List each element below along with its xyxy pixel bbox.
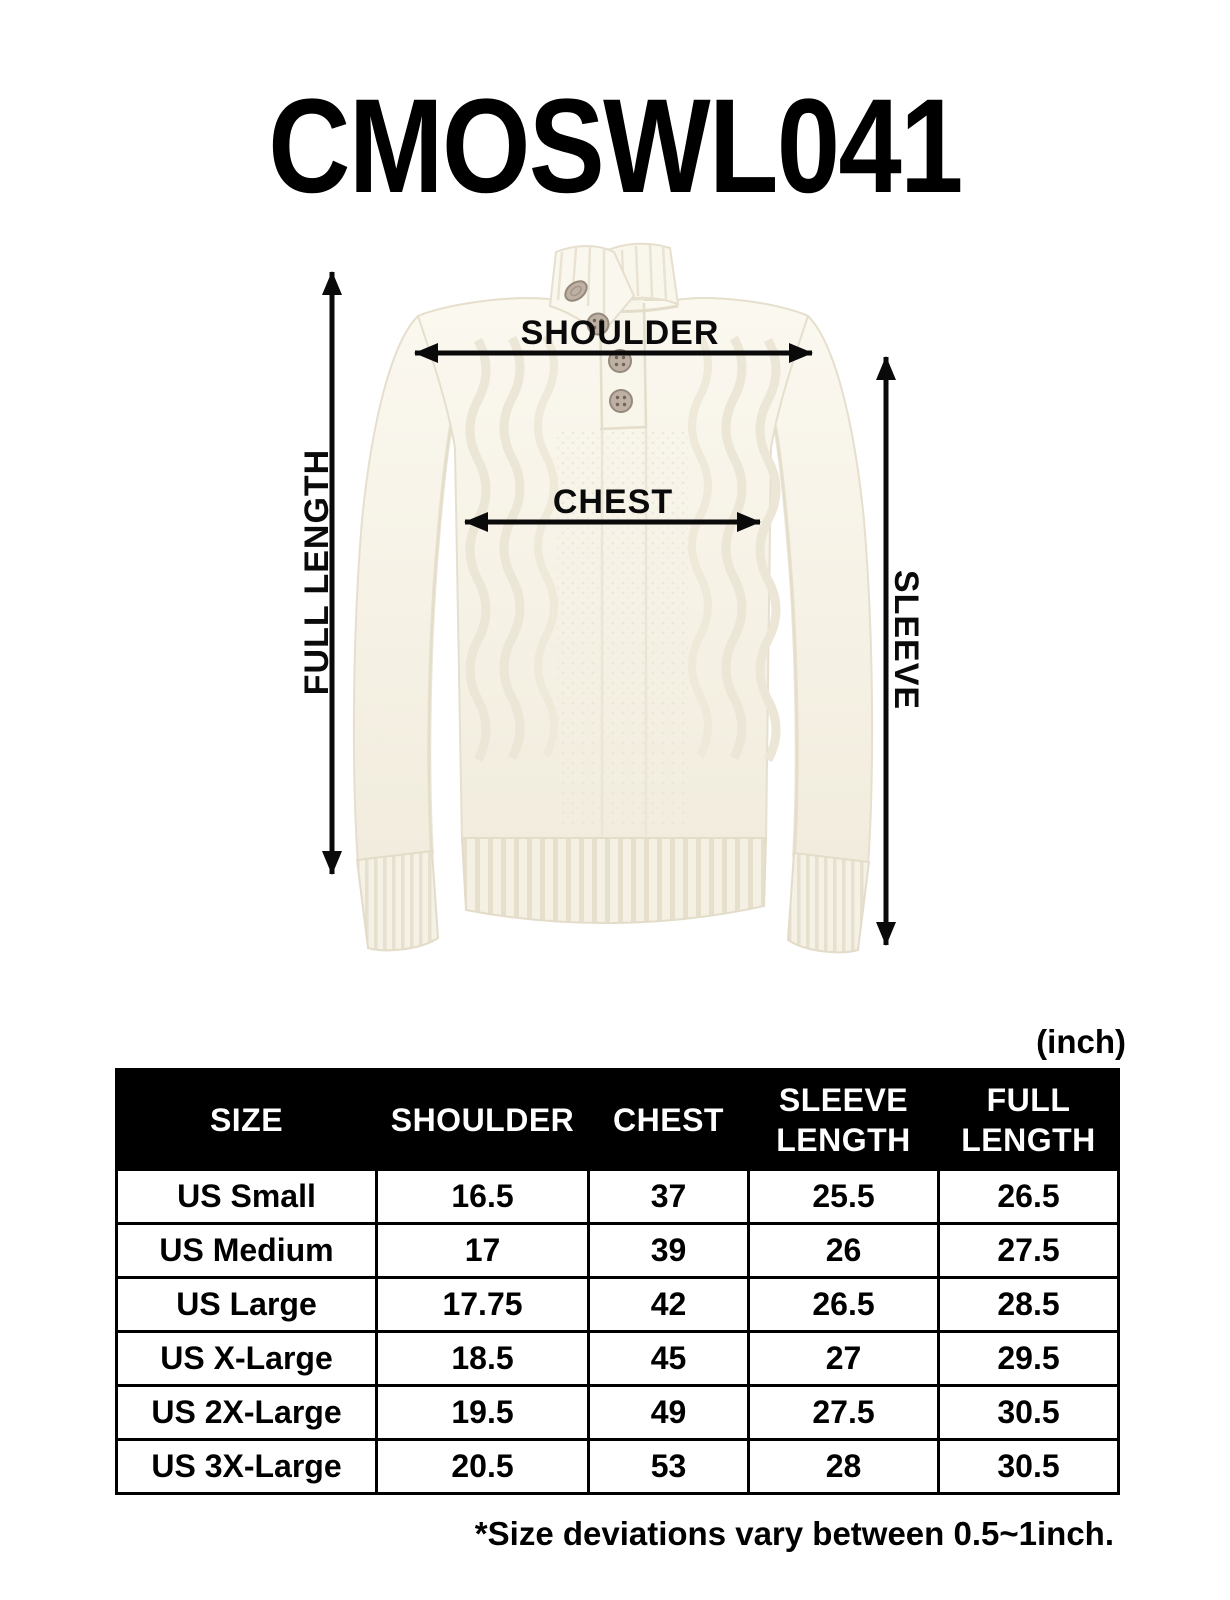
value-cell: 37 [587, 1168, 750, 1225]
unit-label: (inch) [1036, 1023, 1126, 1060]
value-cell: 30.5 [937, 1438, 1120, 1495]
value-cell: 27 [747, 1330, 940, 1387]
value-cell: 49 [587, 1384, 750, 1441]
full-length-measure: FULL LENGTH [298, 271, 342, 875]
shoulder-measure: SHOULDER [414, 314, 813, 363]
placket-button [609, 389, 633, 413]
col-header-chest: CHEST [587, 1068, 750, 1171]
shoulder-label: SHOULDER [521, 314, 720, 352]
table-row: US Small 16.5 37 25.5 26.5 [115, 1168, 1120, 1225]
size-cell: US X-Large [115, 1330, 378, 1387]
table-row: US X-Large 18.5 45 27 29.5 [115, 1330, 1120, 1387]
value-cell: 17.75 [375, 1276, 590, 1333]
collar-button [564, 280, 588, 302]
size-cell: US 2X-Large [115, 1384, 378, 1441]
sweater-illustration [352, 242, 874, 954]
value-cell: 26.5 [747, 1276, 940, 1333]
value-cell: 39 [587, 1222, 750, 1279]
measurement-diagram: SHOULDER CHEST FULL LENGTH SLEEVE [298, 242, 925, 954]
value-cell: 20.5 [375, 1438, 590, 1495]
page-title: CMOSWL041 [0, 70, 1230, 224]
size-table: SIZE SHOULDER CHEST SLEEVE LENGTH FULL L… [115, 1068, 1120, 1495]
value-cell: 18.5 [375, 1330, 590, 1387]
value-cell: 25.5 [747, 1168, 940, 1225]
footnote: *Size deviations vary between 0.5~1inch. [474, 1515, 1114, 1552]
value-cell: 27.5 [747, 1384, 940, 1441]
col-header-sleeve-length: SLEEVE LENGTH [747, 1068, 940, 1171]
product-code: CMOSWL041 [268, 72, 963, 221]
size-cell: US Medium [115, 1222, 378, 1279]
value-cell: 28.5 [937, 1276, 1120, 1333]
placket-button [586, 312, 610, 336]
value-cell: 26.5 [937, 1168, 1120, 1225]
table-row: US Large 17.75 42 26.5 28.5 [115, 1276, 1120, 1333]
value-cell: 29.5 [937, 1330, 1120, 1387]
col-header-full-length: FULL LENGTH [937, 1068, 1120, 1171]
table-row: US 2X-Large 19.5 49 27.5 30.5 [115, 1384, 1120, 1441]
value-cell: 30.5 [937, 1384, 1120, 1441]
size-cell: US Large [115, 1276, 378, 1333]
value-cell: 53 [587, 1438, 750, 1495]
header-row: SIZE SHOULDER CHEST SLEEVE LENGTH FULL L… [115, 1068, 1120, 1171]
value-cell: 19.5 [375, 1384, 590, 1441]
full-length-label: FULL LENGTH [298, 449, 336, 695]
size-cell: US Small [115, 1168, 378, 1225]
value-cell: 42 [587, 1276, 750, 1333]
col-header-size: SIZE [115, 1068, 378, 1171]
sleeve-measure: SLEEVE [876, 356, 925, 946]
value-cell: 26 [747, 1222, 940, 1279]
value-cell: 45 [587, 1330, 750, 1387]
value-cell: 17 [375, 1222, 590, 1279]
value-cell: 27.5 [937, 1222, 1120, 1279]
size-cell: US 3X-Large [115, 1438, 378, 1495]
chest-measure: CHEST [464, 483, 761, 532]
table-row: US Medium 17 39 26 27.5 [115, 1222, 1120, 1279]
col-header-shoulder: SHOULDER [375, 1068, 590, 1171]
value-cell: 16.5 [375, 1168, 590, 1225]
chest-label: CHEST [553, 483, 673, 521]
value-cell: 28 [747, 1438, 940, 1495]
table-row: US 3X-Large 20.5 53 28 30.5 [115, 1438, 1120, 1495]
sleeve-label: SLEEVE [887, 570, 925, 710]
